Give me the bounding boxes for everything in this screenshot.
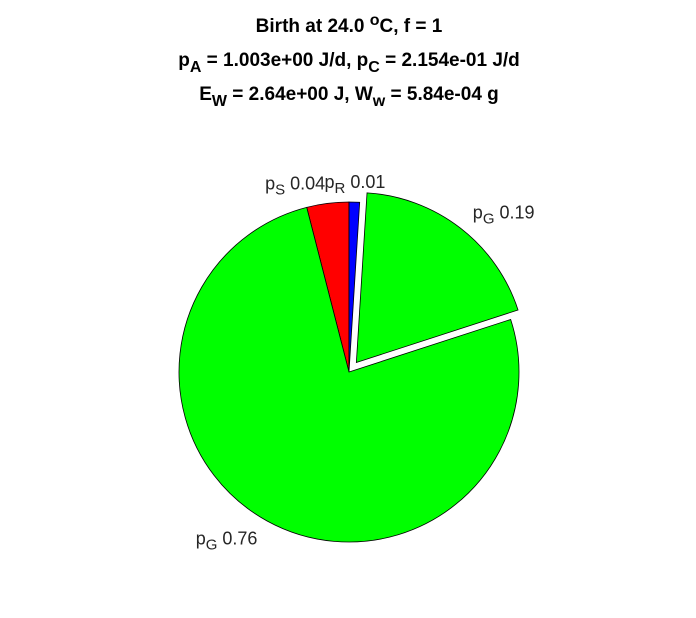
slice-value-label: 0.76 [222,528,257,548]
chart-title-line: Birth at 24.0 oC, f = 1 [256,12,443,37]
slice-name-sub: G [483,210,495,227]
pie-slice [355,192,519,364]
title-text: Birth at 24.0 [256,16,370,37]
subscript: w [372,93,386,110]
title-text: = 1.003e+00 J/d, p [201,50,368,71]
subscript: A [190,59,202,76]
slice-name-sub: R [335,180,346,197]
title-text: = 2.64e+00 J, W [227,84,373,105]
subscript: C [368,59,380,76]
subscript: W [212,93,228,110]
slice-value-label: 0.19 [500,202,535,222]
pie-slice [178,206,520,543]
slice-name: p [265,173,275,193]
title-text: p [178,50,190,71]
pie-slice [348,201,361,373]
slice-name: p [196,528,206,548]
superscript: o [370,12,380,29]
chart-title-line: EW = 2.64e+00 J, Ww = 5.84e-04 g [199,84,499,110]
slice-label: pS 0.04 [265,173,325,198]
slice-name-sub: S [275,181,285,198]
slice-value-label: 0.04 [290,173,325,193]
slice-label: pG 0.19 [473,202,535,227]
slice-name: p [325,172,335,192]
slice-name-sub: G [206,536,218,553]
slice-name: p [473,202,483,222]
slice-label: pG 0.76 [196,528,258,553]
slice-label: pR 0.01 [325,172,386,197]
title-text: E [199,84,212,105]
title-text: C, f = 1 [380,16,443,37]
slice-value-label: 0.01 [350,172,385,192]
chart-title-line: pA = 1.003e+00 J/d, pC = 2.154e-01 J/d [178,50,520,76]
title-text: = 2.154e-01 J/d [380,50,520,71]
title-text: = 5.84e-04 g [385,84,499,105]
